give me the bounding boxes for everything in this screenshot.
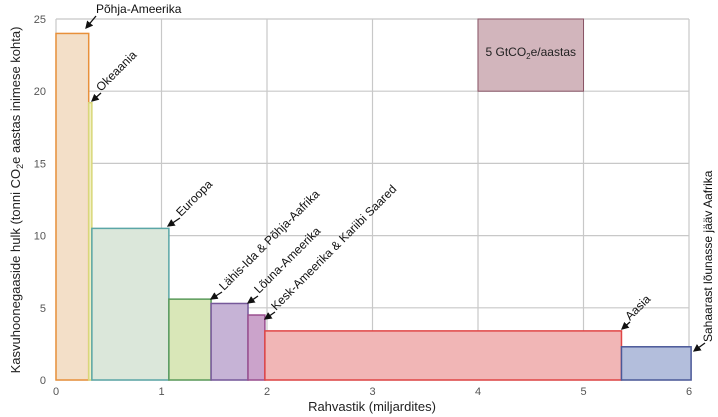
x-tick-label: 3	[369, 386, 375, 398]
scale-legend: 5 GtCO2e/aastas	[477, 18, 584, 92]
y-tick-label: 20	[34, 86, 46, 98]
x-tick-label: 0	[53, 386, 59, 398]
bar-põhja-ameerika	[55, 32, 90, 381]
annotation-label: Sahaarast lõunasse jääv Aafrika	[701, 170, 715, 342]
y-tick-label: 25	[34, 14, 46, 26]
bar-sahaarast-lõunasse-jääv-aafrika	[620, 346, 692, 381]
annotation-arrow-icon	[91, 92, 102, 102]
annotation-label: Euroopa	[173, 177, 215, 219]
annotation-arrow-icon	[85, 15, 97, 29]
bar-lähis-ida-põhja-aafrika	[168, 298, 212, 381]
x-tick-label: 5	[580, 386, 586, 398]
bar-kesk-ameerika-kariibi-saared	[247, 314, 266, 381]
annotation-label: Okeaania	[93, 48, 139, 94]
bar-aasia	[264, 330, 623, 381]
x-tick-label: 4	[475, 386, 481, 398]
x-tick-label: 1	[158, 386, 164, 398]
y-tick-label: 15	[34, 158, 46, 170]
annotation-arrow-icon	[209, 291, 223, 300]
annotation-label: Kesk-Ameerika & Kariibi Saared	[268, 182, 399, 313]
y-tick-label: 5	[40, 303, 46, 315]
annotation-arrow-icon	[246, 295, 259, 304]
annotation-label: Põhja-Ameerika	[96, 2, 182, 16]
x-tick-label: 6	[686, 386, 692, 398]
x-tick-label: 2	[264, 386, 270, 398]
scale-legend-box	[477, 18, 584, 92]
annotation-arrow-icon	[692, 342, 706, 352]
y-tick-label: 0	[40, 375, 46, 387]
bar-euroopa	[91, 227, 170, 381]
annotation-arrow-icon	[621, 321, 631, 330]
bar-lõuna-ameerika	[210, 302, 249, 381]
bars	[55, 32, 692, 381]
annotation-arrow-icon	[166, 217, 181, 227]
tick-labels: 0 1 2 3 4 5 6 0 5 10 15 20 25	[34, 14, 692, 398]
y-axis-title: Kasvuhoonegaaside hulk (tonni CO2e aasta…	[8, 27, 25, 374]
scale-legend-label: 5 GtCO2e/aastas	[485, 45, 576, 61]
annotation-arrow-icon	[263, 311, 276, 320]
y-tick-label: 10	[34, 231, 46, 243]
x-axis-title: Rahvastik (miljardites)	[308, 399, 436, 414]
